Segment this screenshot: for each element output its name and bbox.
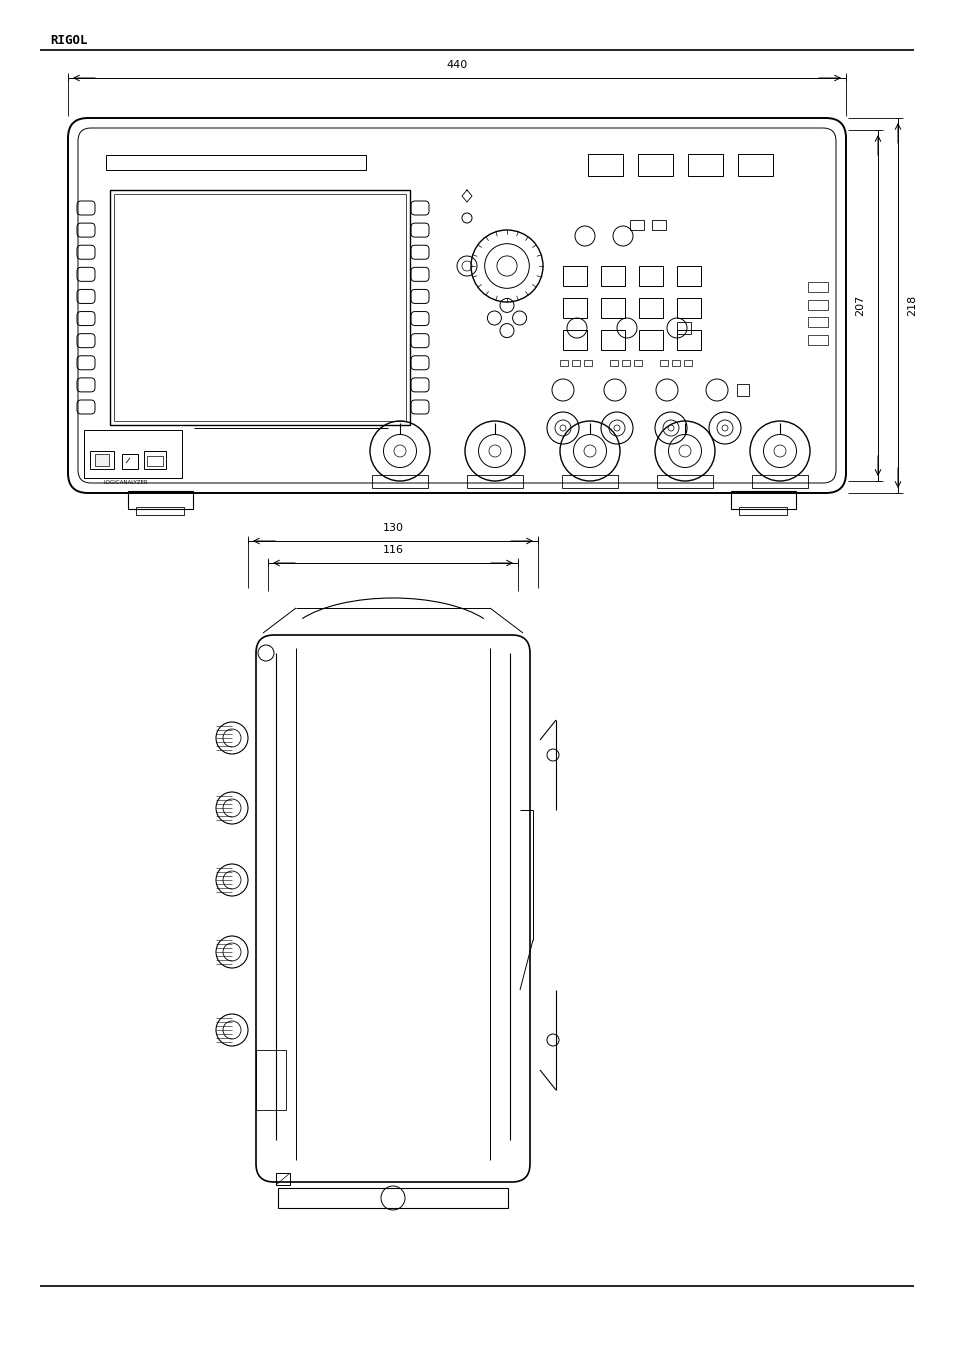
Bar [562,330,586,350]
Bar [737,384,748,396]
Bar [677,266,700,286]
Bar [687,154,722,177]
Bar [807,299,827,310]
Text: 130: 130 [382,523,403,532]
Bar [677,330,700,350]
Text: 440: 440 [446,61,467,70]
Bar [255,1050,286,1109]
Bar [600,266,624,286]
Bar [751,474,807,488]
Bar [277,1188,507,1208]
Bar [683,360,691,367]
Bar [106,155,366,170]
Bar [90,452,113,469]
Bar [730,491,795,510]
Bar [639,266,662,286]
Bar [639,298,662,318]
Bar [671,360,679,367]
Bar [122,454,138,469]
Bar [562,298,586,318]
Bar [657,474,712,488]
Bar [110,190,410,425]
Bar [147,456,163,466]
Bar [634,360,641,367]
Bar [659,360,667,367]
Bar [136,507,184,515]
Bar [677,322,690,334]
Bar [600,330,624,350]
Bar [739,507,786,515]
Bar [738,154,772,177]
Bar [113,194,406,421]
Text: 207: 207 [854,295,864,317]
Bar [807,318,827,328]
Bar [629,220,643,231]
Bar [638,154,672,177]
Bar [467,474,522,488]
Bar [807,282,827,291]
Bar [807,336,827,345]
Bar [95,454,109,466]
Bar [583,360,592,367]
Bar [275,1173,290,1185]
Bar [562,266,586,286]
Bar [600,298,624,318]
Bar [587,154,622,177]
Bar [559,360,567,367]
Bar [144,452,166,469]
Bar [572,360,579,367]
Bar [639,330,662,350]
Text: LOGICANALYZER: LOGICANALYZER [104,480,148,485]
Text: 218: 218 [906,295,916,317]
Bar [561,474,618,488]
Bar [84,430,182,479]
Bar [651,220,665,231]
Bar [372,474,428,488]
Bar [677,298,700,318]
Bar [621,360,629,367]
Bar [609,360,618,367]
Bar [128,491,193,510]
Text: 116: 116 [382,545,403,555]
Text: RIGOL: RIGOL [50,34,88,46]
